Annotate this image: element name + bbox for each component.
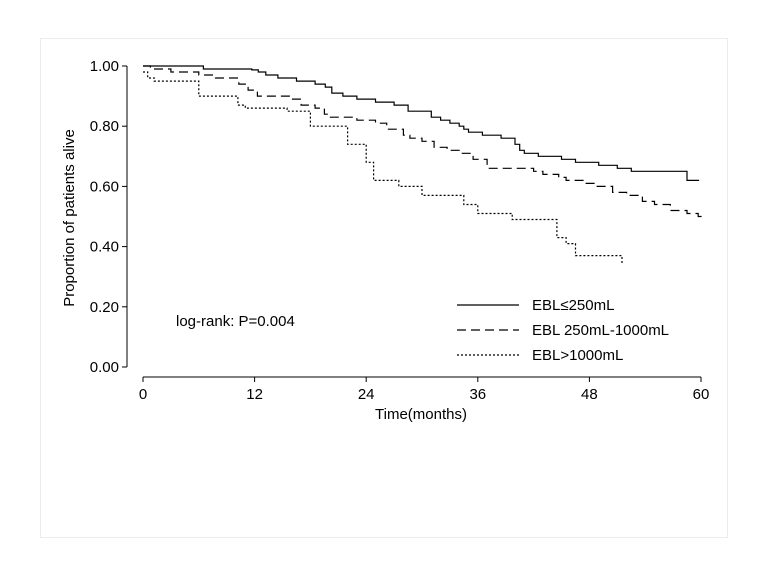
y-axis-title: Proportion of patients alive bbox=[61, 129, 78, 307]
x-tick-label: 0 bbox=[139, 386, 147, 403]
x-tick-label: 36 bbox=[469, 386, 486, 403]
y-tick-label: 0.40 bbox=[90, 239, 119, 256]
y-tick-label: 0.80 bbox=[90, 118, 119, 135]
legend-label-2: EBL 250mL-1000mL bbox=[532, 322, 669, 339]
y-tick-label: 0.60 bbox=[90, 178, 119, 195]
series-line-2 bbox=[143, 65, 702, 220]
annotation-logrank: log-rank: P=0.004 bbox=[176, 313, 295, 330]
series-line-3 bbox=[143, 71, 623, 265]
legend-label-1: EBL≤250mL bbox=[532, 297, 614, 314]
series-line-1 bbox=[143, 65, 700, 181]
x-tick-label: 12 bbox=[246, 386, 263, 403]
y-tick-label: 1.00 bbox=[90, 58, 119, 75]
x-axis-title: Time(months) bbox=[375, 406, 467, 423]
x-tick-label: 60 bbox=[693, 386, 710, 403]
x-tick-label: 24 bbox=[358, 386, 375, 403]
legend-label-3: EBL>1000mL bbox=[532, 347, 623, 364]
y-tick-label: 0.00 bbox=[90, 359, 119, 376]
page-frame bbox=[40, 38, 728, 538]
y-tick-label: 0.20 bbox=[90, 299, 119, 316]
x-tick-label: 48 bbox=[581, 386, 598, 403]
